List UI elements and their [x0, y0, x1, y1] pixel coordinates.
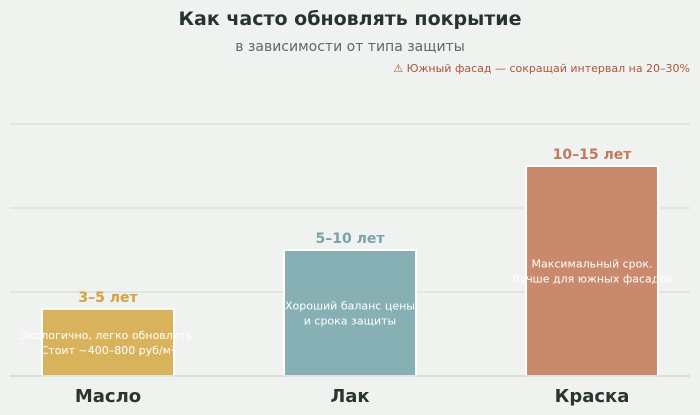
south-facade-note: ⚠ Южный фасад — сокращай интервал на 20–… — [393, 62, 690, 75]
category-label: Краска — [555, 386, 630, 407]
bar-description-line: Лучше для южных фасадов — [511, 273, 672, 286]
category-label: Лак — [330, 386, 369, 407]
chart-title: Как часто обновлять покрытие — [178, 8, 522, 30]
category-label: Масло — [75, 386, 141, 407]
chart-subtitle: в зависимости от типа защиты — [235, 39, 465, 55]
bar-description-line: и срока защиты — [304, 315, 396, 328]
bar-1 — [41, 307, 175, 377]
bar-value-label: 3–5 лет — [78, 290, 138, 306]
bar-description-line: Хороший баланс цены — [285, 300, 415, 313]
bar-description-line: Стоит ~400–800 руб/м² — [41, 344, 176, 357]
bar-description-line: Максимальный срок. — [531, 258, 652, 271]
bar-value-label: 5–10 лет — [316, 231, 386, 247]
labels: 3–5 лет Экологично, легко обновлять. Стоит… — [20, 147, 672, 407]
bar-3 — [525, 165, 659, 377]
bar-value-label: 10–15 лет — [553, 147, 633, 163]
bar-description-line: Экологично, легко обновлять. — [20, 329, 196, 342]
bar-2 — [283, 249, 417, 377]
bars — [41, 165, 659, 377]
